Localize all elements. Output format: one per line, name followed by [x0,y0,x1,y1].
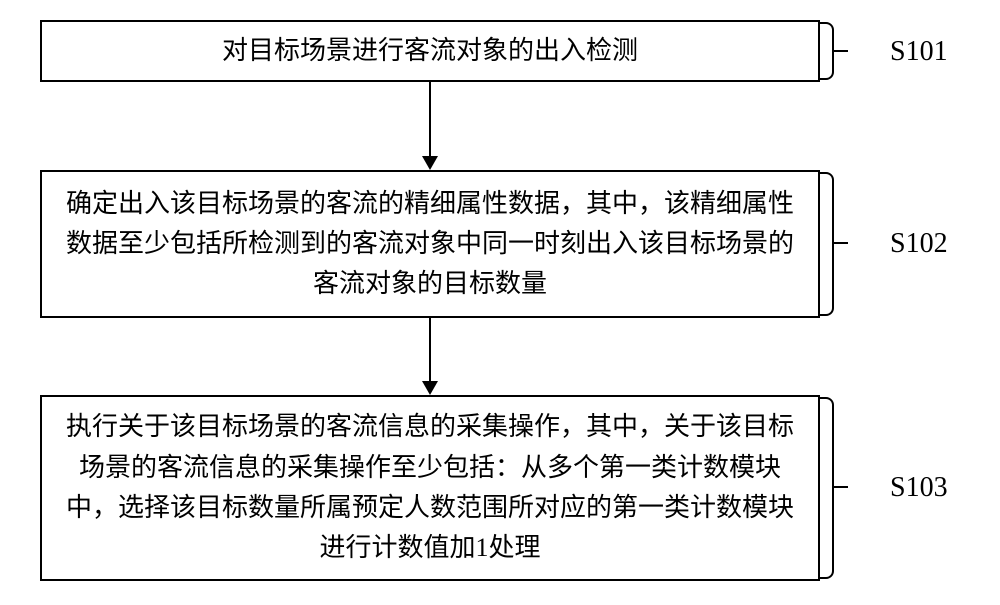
arrow-1-line [429,82,431,156]
step-text-1: 对目标场景进行客流对象的出入检测 [222,31,638,71]
step-label-2: S102 [890,228,948,260]
brace-tip-3 [834,486,848,488]
step-label-1: S101 [890,36,948,68]
step-box-2: 确定出入该目标场景的客流的精细属性数据，其中，该精细属性数据至少包括所检测到的客… [40,170,820,318]
brace-1 [820,22,834,80]
arrow-1-head [422,156,438,170]
brace-2 [820,172,834,316]
step-text-3: 执行关于该目标场景的客流信息的采集操作，其中，关于该目标场景的客流信息的采集操作… [56,407,804,568]
step-text-2: 确定出入该目标场景的客流的精细属性数据，其中，该精细属性数据至少包括所检测到的客… [56,184,804,305]
brace-3 [820,397,834,579]
arrow-2-line [429,318,431,381]
step-box-3: 执行关于该目标场景的客流信息的采集操作，其中，关于该目标场景的客流信息的采集操作… [40,395,820,581]
step-box-1: 对目标场景进行客流对象的出入检测 [40,20,820,82]
brace-tip-1 [834,50,848,52]
brace-tip-2 [834,242,848,244]
flowchart-canvas: 对目标场景进行客流对象的出入检测 S101 确定出入该目标场景的客流的精细属性数… [0,0,1000,605]
step-label-3: S103 [890,472,948,504]
arrow-2-head [422,381,438,395]
